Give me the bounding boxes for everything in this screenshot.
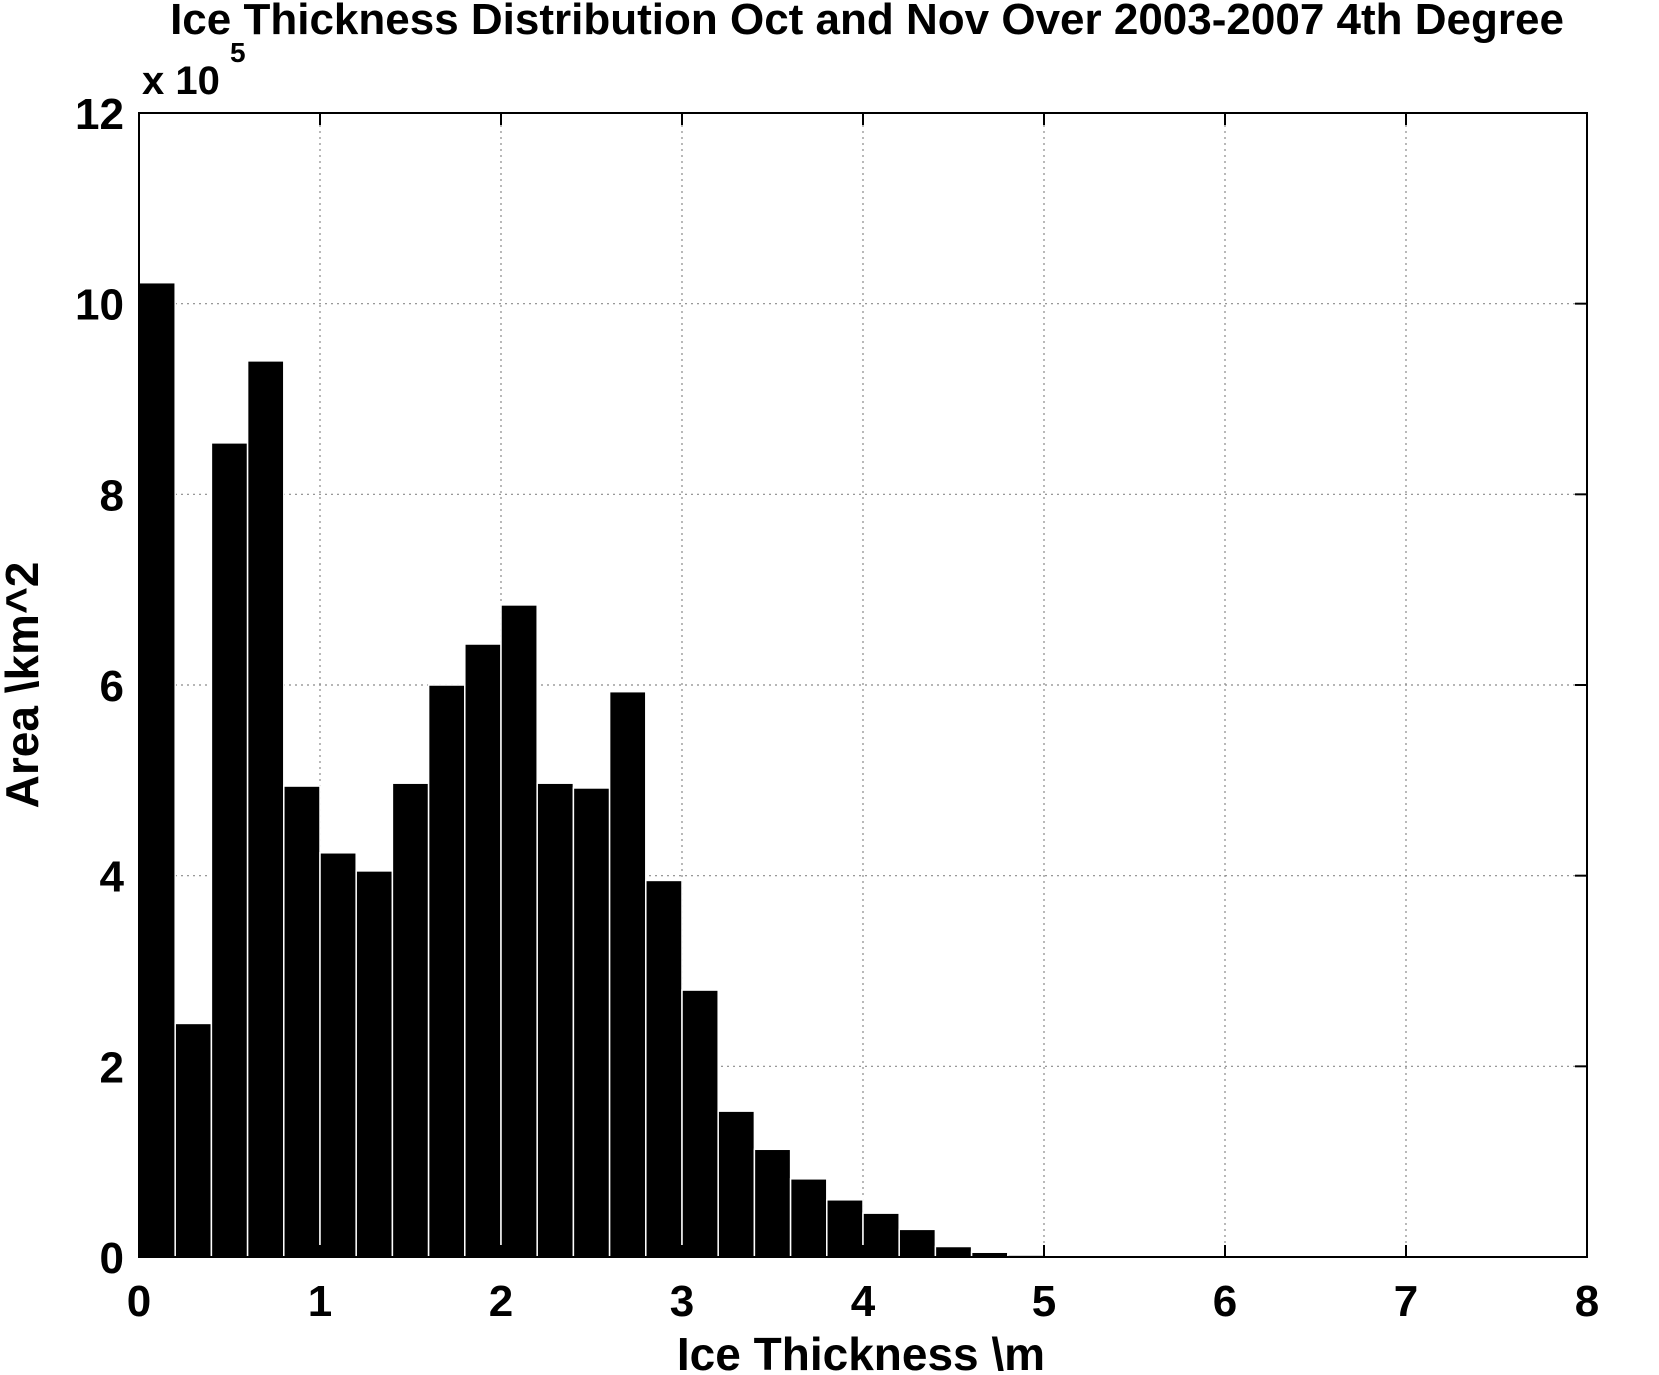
y-multiplier-label: x 10: [142, 59, 220, 103]
x-tick-label: 7: [1394, 1277, 1418, 1326]
y-tick-labels: 0 2 4 6 8 10 12: [75, 90, 124, 1283]
x-tick-label: 1: [308, 1277, 332, 1326]
histogram-bar: [210, 442, 249, 1258]
histogram-bar: [283, 785, 321, 1258]
histogram-bar: [427, 684, 466, 1258]
histogram-bar: [464, 643, 502, 1258]
histogram-bar: [934, 1245, 973, 1258]
histogram-bar: [789, 1178, 828, 1258]
histogram-bar: [645, 879, 683, 1258]
y-tick-label: 0: [100, 1234, 124, 1283]
histogram-bar: [681, 989, 719, 1258]
histogram-bar: [572, 787, 611, 1258]
histogram-bar: [246, 360, 285, 1258]
histogram-bar: [355, 870, 394, 1258]
y-axis-label: Area \km^2: [0, 562, 48, 809]
x-tick-labels: 0 1 2 3 4 5 6 7 8: [127, 1277, 1599, 1326]
x-tick-label: 6: [1213, 1277, 1237, 1326]
y-tick-label: 4: [100, 853, 125, 902]
histogram-bar: [608, 690, 647, 1258]
chart-title: Ice Thickness Distribution Oct and Nov O…: [170, 0, 1564, 44]
histogram-bar: [138, 281, 176, 1258]
y-tick-label: 12: [75, 90, 124, 139]
y-tick-label: 10: [75, 281, 124, 330]
x-tick-label: 0: [127, 1277, 151, 1326]
histogram-bar: [500, 604, 538, 1258]
x-tick-label: 2: [489, 1277, 513, 1326]
bar-series: [138, 281, 1045, 1258]
histogram-bar: [862, 1212, 900, 1258]
histogram-bar: [826, 1199, 864, 1258]
histogram-bar: [174, 1022, 213, 1258]
x-tick-label: 4: [851, 1277, 876, 1326]
axis-ticks: [139, 113, 1587, 1257]
histogram-bar: [898, 1228, 937, 1258]
x-tick-label: 5: [1032, 1277, 1056, 1326]
histogram-bar: [717, 1110, 756, 1258]
histogram-bar: [753, 1148, 792, 1258]
histogram-bar: [536, 782, 575, 1258]
x-tick-label: 3: [670, 1277, 694, 1326]
x-tick-label: 8: [1575, 1277, 1599, 1326]
histogram-bar: [391, 782, 430, 1258]
y-multiplier-exponent: 5: [230, 37, 246, 68]
histogram-bar: [319, 852, 357, 1258]
y-tick-label: 2: [100, 1043, 124, 1092]
y-tick-label: 6: [100, 662, 124, 711]
y-tick-label: 8: [100, 471, 124, 520]
x-axis-label: Ice Thickness \m: [677, 1328, 1045, 1375]
